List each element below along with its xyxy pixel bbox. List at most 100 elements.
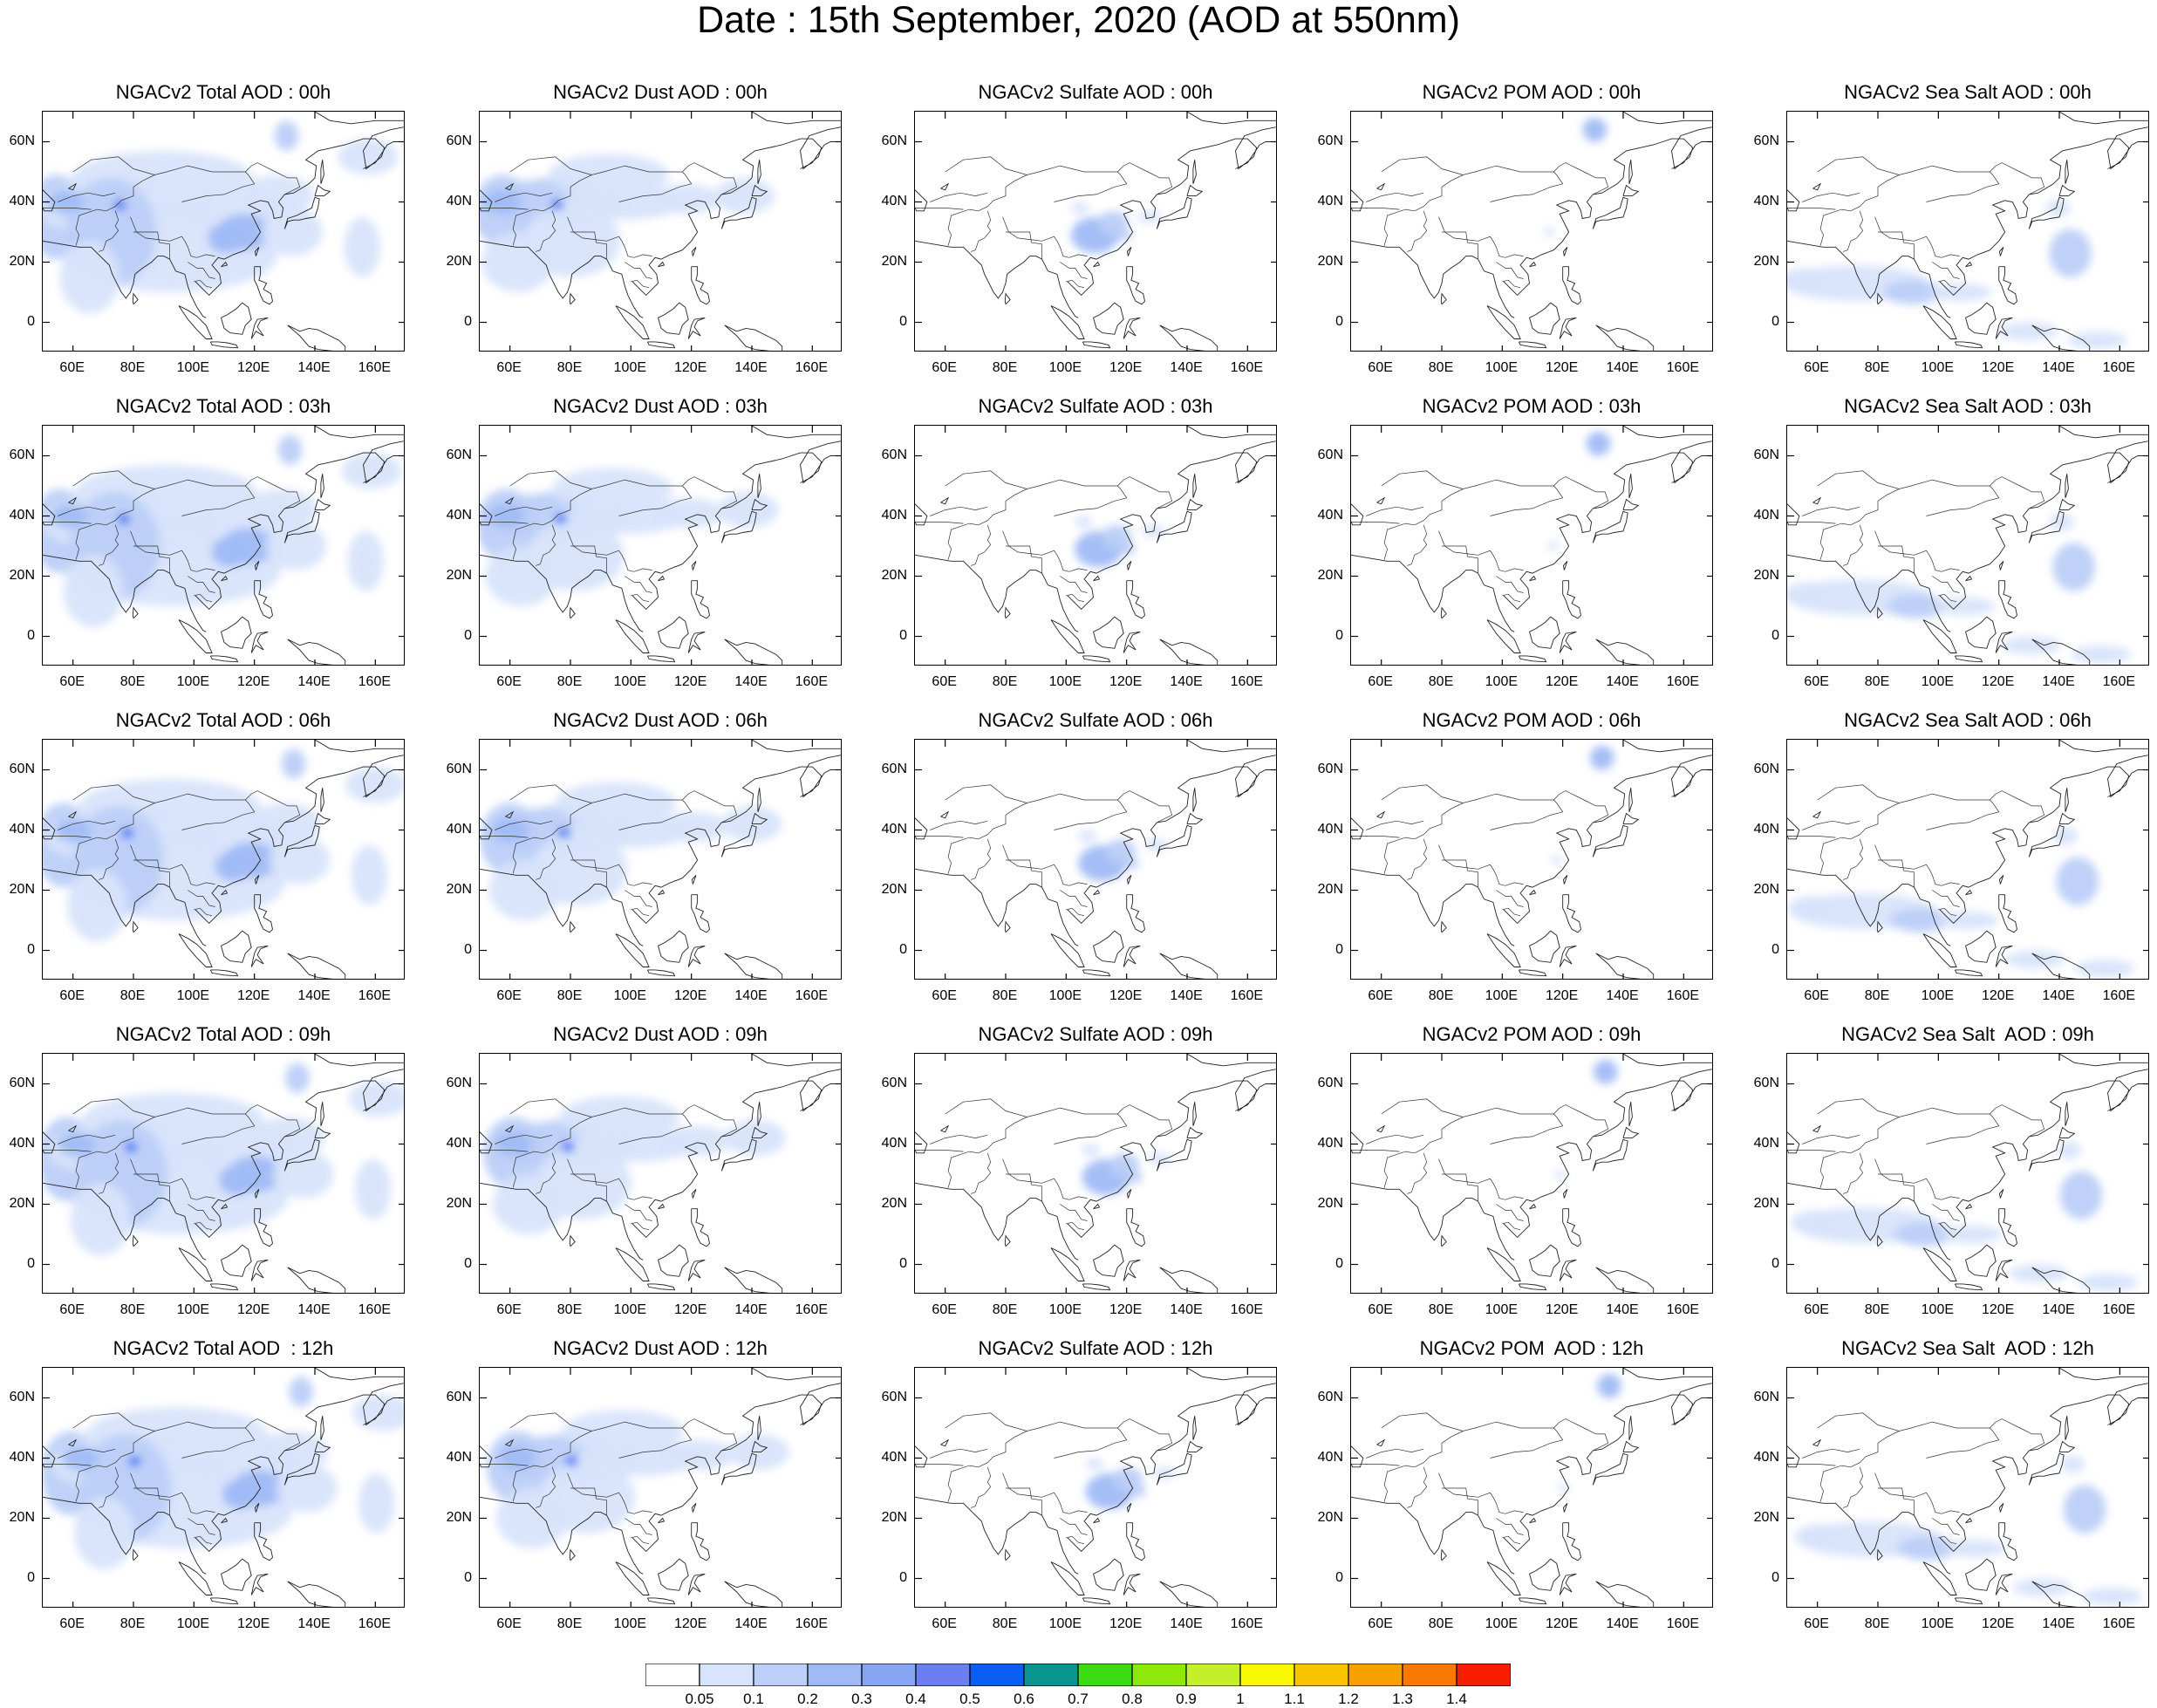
country-border — [188, 576, 215, 593]
lon-tick-label: 100E — [1048, 360, 1082, 375]
lon-tick-label: 120E — [1109, 1302, 1143, 1317]
lon-tick-label: 140E — [1170, 1302, 1203, 1317]
coastline — [1050, 619, 1085, 653]
lat-tick-label: 40N — [1753, 1449, 1779, 1465]
lon-tick-label: 100E — [1921, 360, 1955, 375]
country-border — [1787, 522, 1836, 524]
aod-patch — [273, 1150, 334, 1199]
country-border — [1381, 156, 1609, 195]
country-border — [1878, 545, 1915, 574]
coastline — [1595, 953, 1655, 979]
lat-tick-label: 60N — [446, 447, 472, 462]
lat-tick-label: 60N — [1753, 1389, 1779, 1404]
colorbar-label: 1 — [1236, 1691, 1245, 1707]
country-border — [1496, 1518, 1524, 1535]
country-border — [1442, 859, 1478, 888]
coastline — [1671, 769, 1712, 797]
lat-tick-label: 20N — [1753, 1195, 1779, 1211]
country-border — [133, 859, 170, 888]
coastline — [569, 1234, 576, 1247]
country-border — [1502, 593, 1521, 603]
country-border — [570, 545, 607, 574]
lon-tick-label: 80E — [1864, 1302, 1890, 1317]
lon-tick-label: 60E — [1368, 1616, 1393, 1631]
coastline — [1156, 196, 1192, 229]
coastline — [800, 141, 841, 169]
lon-tick-label: 160E — [2102, 1302, 2136, 1317]
aod-patch — [1787, 268, 1829, 292]
country-border — [43, 208, 92, 210]
aod-field — [43, 1377, 404, 1570]
coastline — [720, 824, 757, 857]
coastline — [691, 1522, 710, 1561]
coastline — [1067, 126, 1276, 297]
panel-title-pom-09h: NGACv2 POM AOD : 09h — [1422, 1023, 1642, 1045]
coastline — [250, 1259, 269, 1281]
coastline — [631, 1069, 841, 1239]
aod-field — [480, 154, 775, 292]
aod-patch — [1109, 1152, 1140, 1178]
country-border — [75, 1117, 155, 1188]
lat-tick-label: 60N — [1317, 1389, 1343, 1404]
lon-tick-label: 160E — [358, 1302, 392, 1317]
country-border — [945, 784, 1173, 823]
lon-tick-label: 100E — [1921, 1616, 1955, 1631]
coastline — [724, 639, 783, 665]
coastline — [43, 554, 207, 632]
coastline — [1123, 631, 1141, 653]
coastline — [1965, 889, 1973, 896]
aod-patch — [347, 530, 385, 591]
country-border — [1874, 530, 1960, 572]
coastline — [1954, 969, 1983, 977]
aod-patch — [714, 177, 775, 215]
coastline — [1186, 812, 1204, 825]
country-border — [1002, 1158, 1088, 1200]
coastline — [2107, 141, 2148, 169]
lon-tick-label: 160E — [2102, 674, 2136, 689]
aod-patch — [62, 1445, 99, 1471]
map-panel-pom-09h — [1350, 1053, 1713, 1294]
coastline — [1998, 580, 2017, 619]
coastline — [1093, 575, 1101, 582]
aod-colorbar — [645, 1664, 1511, 1686]
country-border — [945, 156, 1173, 195]
aod-patch — [548, 154, 670, 196]
lat-tick-label: 60N — [446, 1075, 472, 1090]
coastline — [283, 1138, 320, 1172]
country-border — [133, 545, 170, 574]
aod-patch — [2004, 950, 2065, 969]
country-border — [1938, 1535, 1957, 1545]
coastline — [287, 325, 346, 351]
lon-tick-label: 60E — [496, 360, 522, 375]
panel-title-dust-06h: NGACv2 Dust AOD : 06h — [553, 709, 768, 731]
lon-tick-label: 60E — [932, 1616, 957, 1631]
country-border — [930, 1448, 988, 1459]
aod-patch — [558, 1096, 680, 1138]
coastline — [1156, 1452, 1192, 1486]
coastline — [221, 575, 229, 582]
aod-patch — [344, 216, 380, 277]
coastline — [314, 1126, 331, 1139]
country-border — [970, 524, 992, 566]
country-border — [631, 907, 650, 917]
aod-patch — [554, 514, 567, 524]
lon-tick-label: 160E — [358, 988, 392, 1003]
coastline — [940, 810, 950, 819]
coastline — [254, 1208, 273, 1247]
country-border — [1787, 1150, 1836, 1152]
lon-tick-label: 80E — [119, 360, 146, 375]
map-canvas — [1351, 1368, 1712, 1607]
country-border — [915, 1150, 964, 1152]
aod-patch — [555, 782, 677, 824]
lon-tick-label: 100E — [176, 360, 210, 375]
colorbar-label: 0.9 — [1176, 1691, 1197, 1707]
country-border — [1842, 838, 1864, 880]
country-border — [43, 1150, 92, 1152]
lon-tick-label: 60E — [1368, 360, 1393, 375]
country-border — [72, 1412, 301, 1452]
coastline — [1067, 1383, 1276, 1553]
coastline — [2028, 510, 2065, 543]
lon-tick-label: 140E — [734, 360, 768, 375]
map-canvas — [915, 1368, 1276, 1607]
coastline — [1529, 1244, 1560, 1277]
